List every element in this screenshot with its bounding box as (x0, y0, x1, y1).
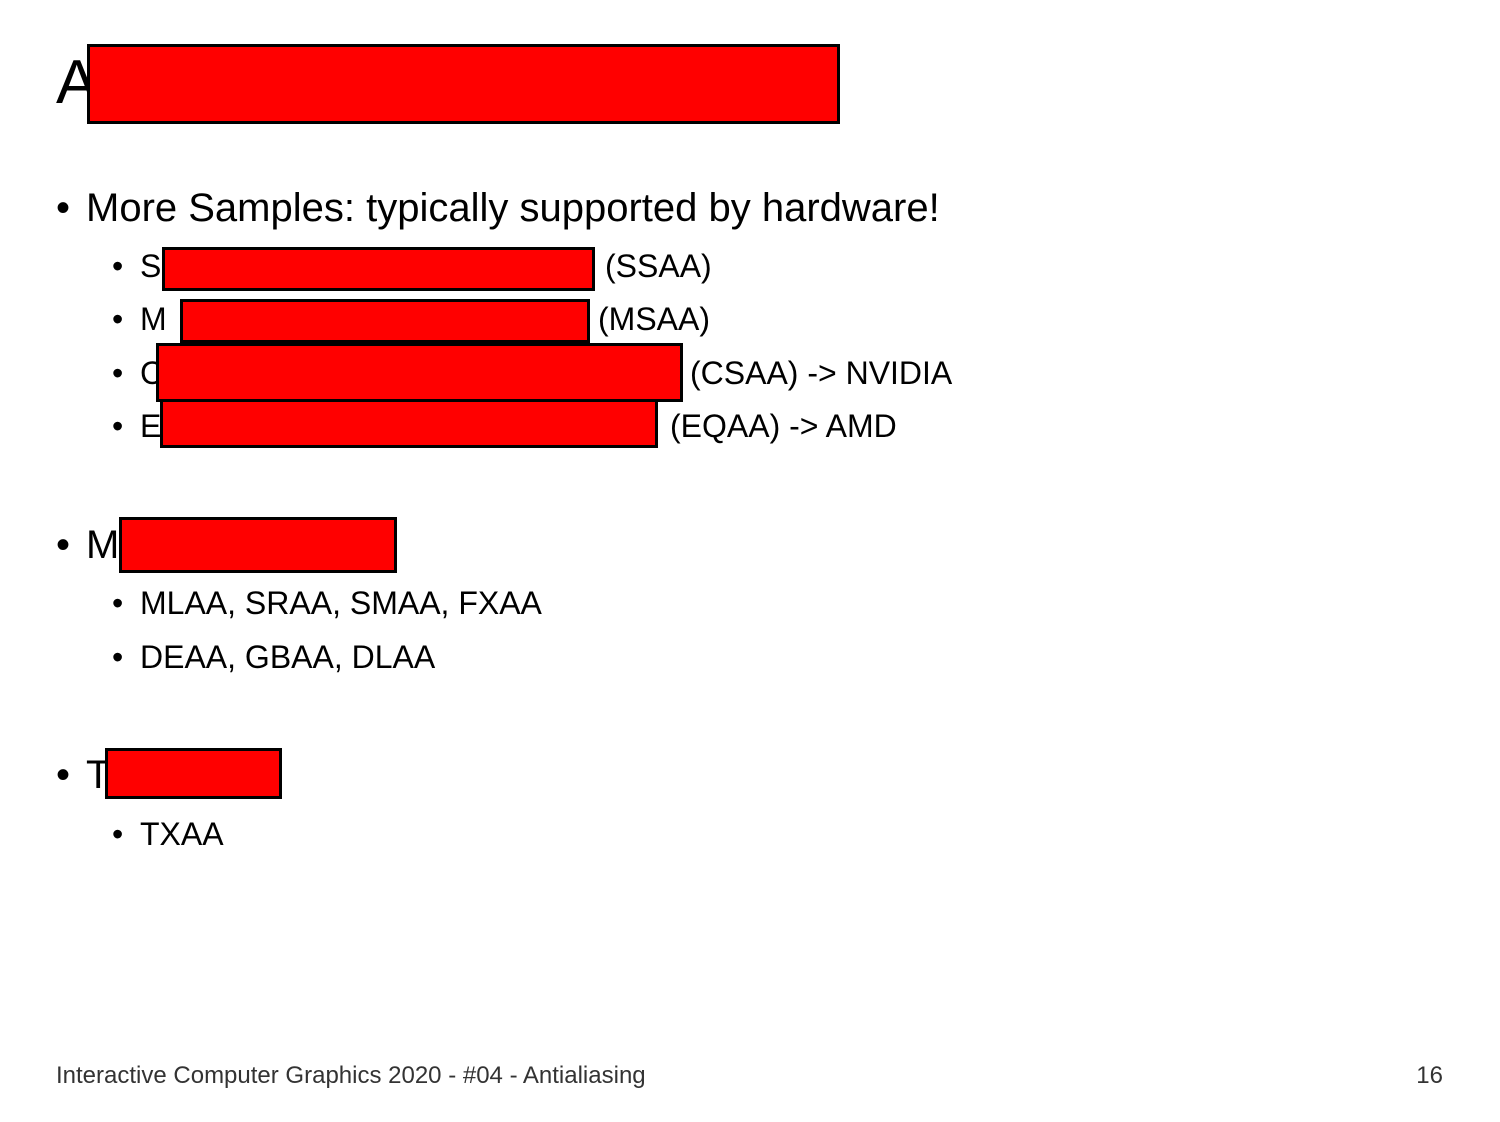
redaction (105, 748, 282, 799)
bullet: • (56, 523, 71, 567)
redaction (180, 299, 590, 343)
bullet: • (112, 301, 124, 337)
item-suffix: (CSAA) -> NVIDIA (690, 355, 953, 391)
redaction (162, 247, 595, 291)
bullet: • (112, 408, 124, 444)
item-prefix: S (140, 248, 162, 284)
item-suffix: (MSAA) (598, 301, 710, 337)
item-text: TXAA (140, 816, 224, 852)
item-suffix: (SSAA) (605, 248, 712, 284)
bullet: • (56, 753, 71, 797)
bullet: • (112, 639, 124, 675)
bullet: • (112, 585, 124, 621)
item-text: MLAA, SRAA, SMAA, FXAA (140, 585, 542, 621)
item-prefix: M (140, 301, 167, 337)
item-suffix: (EQAA) -> AMD (670, 408, 897, 444)
item-prefix: E (140, 408, 162, 444)
bullet: • (112, 248, 124, 284)
bullet: • (112, 816, 124, 852)
redaction (156, 343, 683, 402)
redaction (119, 517, 397, 573)
item-text: DEAA, GBAA, DLAA (140, 639, 436, 675)
footer: Interactive Computer Graphics 2020 - #04… (56, 1062, 646, 1089)
bullet-text: More Samples: typically supported by har… (86, 186, 940, 230)
bullet: • (56, 186, 71, 230)
redaction (160, 399, 658, 448)
bullet-text: M (86, 523, 120, 567)
bullet: • (112, 355, 124, 391)
redaction (87, 44, 840, 124)
page-number: 16 (1416, 1062, 1443, 1089)
